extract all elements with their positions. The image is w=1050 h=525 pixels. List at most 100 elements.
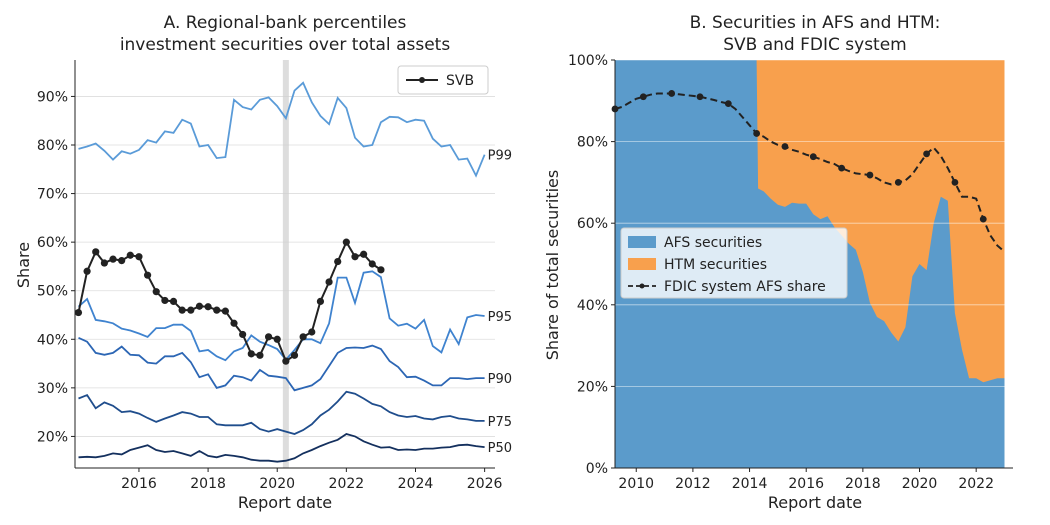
panel-a-title: A. Regional-bank percentiles — [164, 13, 407, 33]
panel-b-x-tick-label: 2020 — [902, 476, 938, 492]
panel-b-y-tick-label: 100% — [568, 53, 608, 69]
svb-point — [100, 259, 108, 267]
svb-point — [325, 278, 333, 286]
legend-afs-swatch — [628, 236, 656, 248]
panel-b-x-tick-label: 2010 — [618, 476, 654, 492]
panel-b-y-ticks: 0% 20% 40% 60% 80% 100% — [568, 53, 615, 477]
panel-a-y-tick-label: 20% — [37, 429, 68, 445]
panel-a-y-ticks: 20% 30% 40% 50% 60% 70% 80% 90% — [37, 89, 75, 445]
svb-point — [290, 351, 299, 359]
series-line-p75 — [78, 390, 485, 435]
svb-point — [377, 266, 385, 274]
svb-point — [239, 330, 247, 339]
panel-a-percentiles-chart: A. Regional-bank percentiles investment … — [14, 13, 512, 512]
fdic-point — [923, 150, 931, 158]
svb-point — [230, 319, 238, 327]
svb-point — [169, 297, 178, 305]
panel-b-x-ticks: 2010 2012 2014 2016 2018 2020 2022 — [618, 468, 994, 492]
svb-point — [74, 308, 83, 317]
series-line-p50 — [78, 433, 485, 463]
panel-a-x-tick-label: 2024 — [398, 476, 434, 492]
panel-a-y-tick-label: 90% — [37, 89, 68, 105]
fdic-point — [866, 171, 874, 179]
panel-b-gridlines — [615, 59, 1013, 387]
svb-point — [126, 251, 134, 259]
svb-point — [109, 255, 117, 263]
fdic-point — [724, 100, 732, 108]
end-label-p90: P90 — [488, 372, 512, 387]
end-label-p95: P95 — [488, 310, 512, 325]
series-line-p95 — [77, 270, 485, 362]
legend-htm-swatch — [628, 258, 656, 270]
panel-a-x-axis-label: Report date — [238, 493, 332, 512]
panel-a-x-tick-label: 2026 — [467, 476, 503, 492]
legend-fdic-marker — [639, 283, 645, 289]
end-label-p99: P99 — [488, 149, 512, 164]
svb-point — [264, 333, 273, 341]
fdic-point — [668, 90, 676, 97]
svb-point — [83, 267, 91, 275]
legend-afs-label: AFS securities — [664, 235, 762, 251]
panel-b-legend: AFS securities HTM securities FDIC syste… — [620, 227, 848, 299]
panel-a-svb-series — [74, 238, 385, 365]
svb-point — [204, 303, 212, 311]
panel-b-subtitle: SVB and FDIC system — [723, 35, 907, 55]
panel-b-y-tick-label: 60% — [577, 216, 608, 232]
panel-b-legend-box — [620, 227, 848, 299]
panel-a-x-tick-label: 2020 — [259, 476, 295, 492]
panel-b-securities-chart: B. Securities in AFS and HTM: SVB and FD… — [543, 13, 1013, 512]
fdic-point — [979, 215, 987, 223]
panel-a-legend-box — [397, 65, 489, 95]
svb-point — [368, 260, 376, 268]
fdic-point — [753, 130, 761, 137]
svb-point — [152, 288, 160, 296]
fdic-point — [838, 164, 846, 172]
svb-point — [256, 351, 264, 359]
svb-point — [351, 253, 359, 261]
svb-point — [135, 253, 143, 261]
panel-a-y-tick-label: 70% — [37, 187, 68, 203]
svb-point — [299, 333, 307, 341]
legend-fdic-label: FDIC system AFS share — [664, 279, 826, 295]
legend-svb-label: SVB — [446, 73, 474, 89]
panel-a-shaded-band — [282, 60, 289, 468]
panel-b-x-tick-label: 2014 — [732, 476, 768, 492]
panel-a-axes — [74, 60, 495, 469]
legend-svb-marker — [419, 77, 425, 83]
panel-a-x-tick-label: 2022 — [329, 476, 365, 492]
svb-point — [221, 307, 229, 315]
fdic-point — [894, 179, 902, 186]
legend-htm-label: HTM securities — [664, 257, 767, 273]
svb-point — [360, 250, 368, 258]
panel-b-x-tick-label: 2016 — [788, 476, 824, 492]
panel-b-y-axis-label: Share of total securities — [543, 170, 562, 360]
panel-b-y-tick-label: 80% — [577, 135, 608, 151]
svb-point — [282, 357, 290, 365]
panel-b-axes — [614, 60, 1013, 469]
panel-a-y-tick-label: 30% — [37, 381, 68, 397]
fdic-point — [696, 93, 704, 101]
panel-a-y-tick-label: 50% — [37, 284, 68, 300]
svb-point — [195, 302, 204, 310]
fdic-afs-share-line — [614, 92, 1006, 253]
series-line-p90 — [78, 336, 485, 392]
panel-a-y-tick-label: 60% — [37, 235, 68, 251]
fdic-point — [951, 179, 959, 186]
svb-point — [213, 306, 221, 314]
panel-a-subtitle: investment securities over total assets — [120, 35, 451, 55]
svb-point — [143, 271, 152, 279]
panel-b-fdic-series — [611, 90, 1006, 253]
panel-a-x-ticks: 2016 2018 2020 2022 2024 2026 — [121, 468, 503, 492]
panel-a-y-axis-label: Share — [14, 242, 33, 288]
panel-b-title: B. Securities in AFS and HTM: — [690, 13, 941, 33]
series-line-p99 — [78, 81, 486, 178]
end-label-p50: P50 — [488, 441, 512, 456]
panel-a-y-tick-label: 80% — [37, 138, 68, 154]
panel-a-end-labels: P99 P95 P90 P75 P50 — [488, 149, 512, 456]
panel-a-x-tick-label: 2018 — [190, 476, 226, 492]
end-label-p75: P75 — [488, 415, 512, 430]
svb-point — [316, 297, 325, 305]
fdic-point — [809, 153, 817, 161]
svb-point — [187, 306, 195, 314]
panel-b-x-tick-label: 2012 — [675, 476, 711, 492]
